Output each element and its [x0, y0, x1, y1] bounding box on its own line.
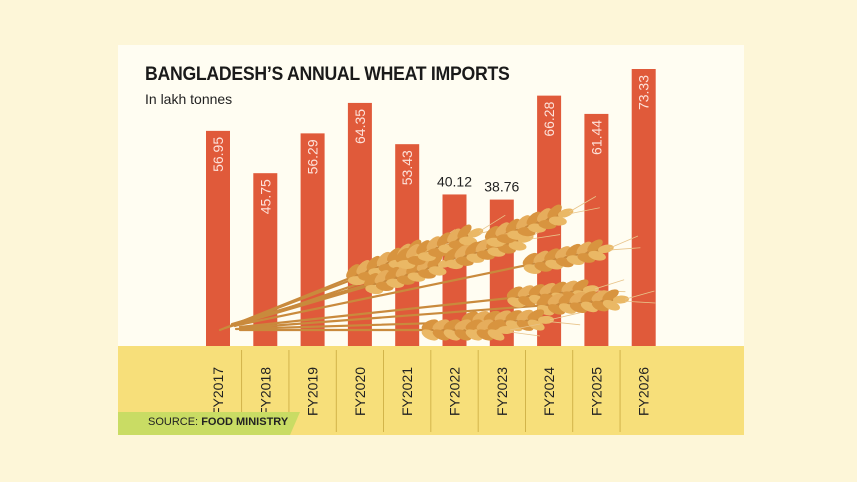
source-value: FOOD MINISTRY	[201, 416, 289, 428]
bar-fy2020	[347, 102, 372, 346]
category-label: FY2018	[257, 367, 273, 416]
source-text: SOURCE: FOOD MINISTRY	[148, 416, 288, 428]
chart-subtitle: In lakh tonnes	[145, 91, 233, 107]
source-tag-shape	[118, 412, 300, 435]
category-labels-group: FY2017 FY2018 FY2019 FY2020 FY2021 FY2022 FY20…	[210, 350, 652, 432]
value-label: 38.76	[484, 179, 519, 195]
wheat-ear	[484, 196, 600, 247]
value-label: 56.29	[305, 139, 321, 174]
bar-fy2018	[253, 173, 278, 346]
wheat-stalk	[238, 288, 587, 329]
bar-fy2017	[206, 130, 230, 346]
category-label: FY2024	[541, 367, 557, 416]
wheat-ear	[522, 235, 641, 274]
category-label: FY2020	[352, 367, 368, 416]
bars-group: 56.95 45.75 56.29 64.35 53.43 40.12 38.76 66.28…	[206, 69, 656, 346]
wheat-illustration	[218, 196, 656, 341]
category-label: FY2021	[399, 367, 415, 416]
chart-title: BANGLADESH’S ANNUAL WHEAT IMPORTS	[145, 64, 510, 85]
value-label: 73.33	[636, 75, 652, 110]
category-label: FY2025	[588, 367, 604, 416]
value-label: 53.43	[399, 150, 415, 185]
wheat-ear	[536, 289, 656, 316]
value-label: 45.75	[257, 179, 273, 214]
value-label: 66.28	[541, 101, 557, 136]
category-label: FY2017	[210, 367, 226, 416]
source-label: SOURCE:	[148, 416, 199, 428]
category-label: FY2023	[494, 367, 510, 416]
wheat-ear	[421, 319, 541, 341]
value-label: 56.95	[210, 137, 226, 172]
category-label: FY2019	[305, 367, 321, 416]
category-label: FY2026	[636, 367, 652, 416]
value-label: 61.44	[588, 120, 604, 155]
bar-fy2026	[631, 69, 656, 346]
category-label: FY2022	[447, 367, 463, 416]
value-label: 40.12	[437, 173, 472, 189]
value-label: 64.35	[352, 109, 368, 144]
